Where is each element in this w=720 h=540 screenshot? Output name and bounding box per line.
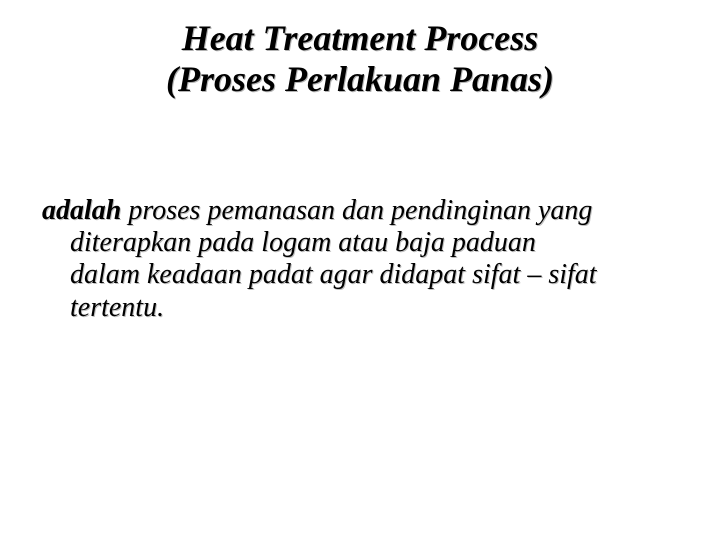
- title-line-2: (Proses Perlakuan Panas): [0, 59, 720, 100]
- body-lead-word: adalah: [42, 195, 121, 226]
- body-line-4: tertentu.: [42, 292, 678, 324]
- title-line-1: Heat Treatment Process: [0, 18, 720, 59]
- body-line-3: dalam keadaan padat agar didapat sifat –…: [42, 259, 678, 291]
- slide-body: adalah proses pemanasan dan pendinginan …: [42, 195, 678, 324]
- body-line-2: diterapkan pada logam atau baja paduan: [42, 227, 678, 259]
- body-line-1: proses pemanasan dan pendinginan yang: [121, 195, 592, 226]
- slide: Heat Treatment Process (Proses Perlakuan…: [0, 0, 720, 540]
- slide-title: Heat Treatment Process (Proses Perlakuan…: [0, 0, 720, 101]
